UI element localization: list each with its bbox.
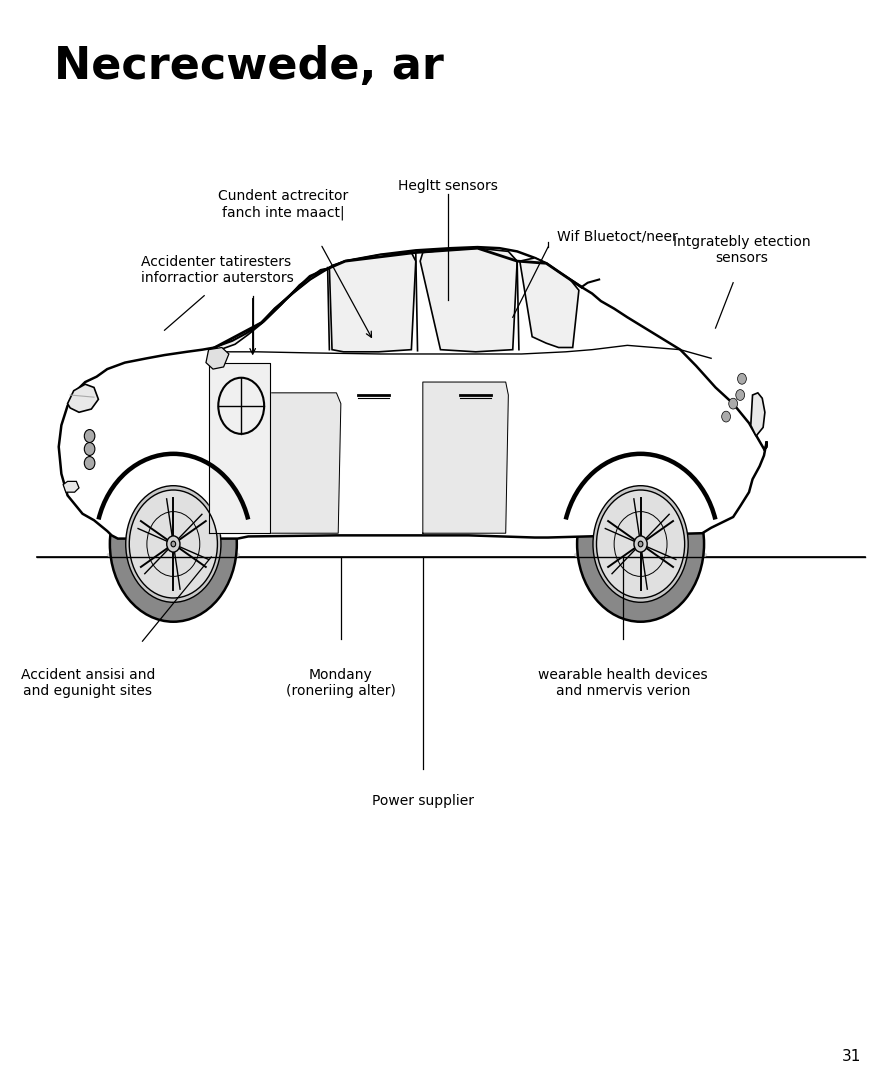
Polygon shape bbox=[59, 247, 767, 539]
Polygon shape bbox=[271, 393, 340, 533]
Polygon shape bbox=[206, 347, 228, 369]
Text: Necrecwede, ar: Necrecwede, ar bbox=[55, 46, 444, 88]
Text: Mondany
(roneriing alter): Mondany (roneriing alter) bbox=[286, 668, 396, 698]
Circle shape bbox=[737, 373, 746, 384]
Text: Intgratebly etection
sensors: Intgratebly etection sensors bbox=[673, 235, 811, 265]
Text: Cundent actrecitor
fanch inte maact|: Cundent actrecitor fanch inte maact| bbox=[219, 189, 349, 220]
Circle shape bbox=[577, 467, 704, 621]
Circle shape bbox=[167, 536, 180, 552]
Circle shape bbox=[125, 485, 221, 603]
Polygon shape bbox=[520, 258, 579, 347]
Circle shape bbox=[597, 490, 685, 598]
Text: Accident ansisi and
and egunight sites: Accident ansisi and and egunight sites bbox=[21, 668, 155, 698]
Circle shape bbox=[634, 536, 647, 552]
Polygon shape bbox=[423, 382, 508, 533]
Polygon shape bbox=[63, 481, 79, 492]
Circle shape bbox=[638, 541, 643, 547]
Polygon shape bbox=[215, 269, 326, 349]
Circle shape bbox=[736, 390, 745, 400]
Circle shape bbox=[171, 541, 176, 547]
Polygon shape bbox=[751, 393, 765, 436]
Circle shape bbox=[728, 398, 737, 409]
Polygon shape bbox=[330, 252, 416, 351]
Polygon shape bbox=[420, 248, 517, 351]
Circle shape bbox=[110, 467, 237, 621]
Circle shape bbox=[721, 411, 730, 422]
Text: Accidenter tatiresters
inforractior auterstors: Accidenter tatiresters inforractior aute… bbox=[141, 255, 294, 285]
Circle shape bbox=[129, 490, 218, 598]
Ellipse shape bbox=[107, 546, 240, 564]
Polygon shape bbox=[67, 384, 99, 412]
Text: Hegltt sensors: Hegltt sensors bbox=[399, 180, 498, 193]
Ellipse shape bbox=[574, 546, 707, 564]
Text: wearable health devices
and nmervis verion: wearable health devices and nmervis veri… bbox=[538, 668, 708, 698]
Text: Power supplier: Power supplier bbox=[372, 794, 474, 808]
Text: Wif Bluetoct/neer: Wif Bluetoct/neer bbox=[556, 230, 677, 244]
Circle shape bbox=[593, 485, 688, 603]
Circle shape bbox=[84, 443, 95, 456]
Polygon shape bbox=[209, 362, 271, 533]
Circle shape bbox=[84, 457, 95, 470]
Text: 31: 31 bbox=[841, 1050, 861, 1064]
Circle shape bbox=[84, 430, 95, 443]
